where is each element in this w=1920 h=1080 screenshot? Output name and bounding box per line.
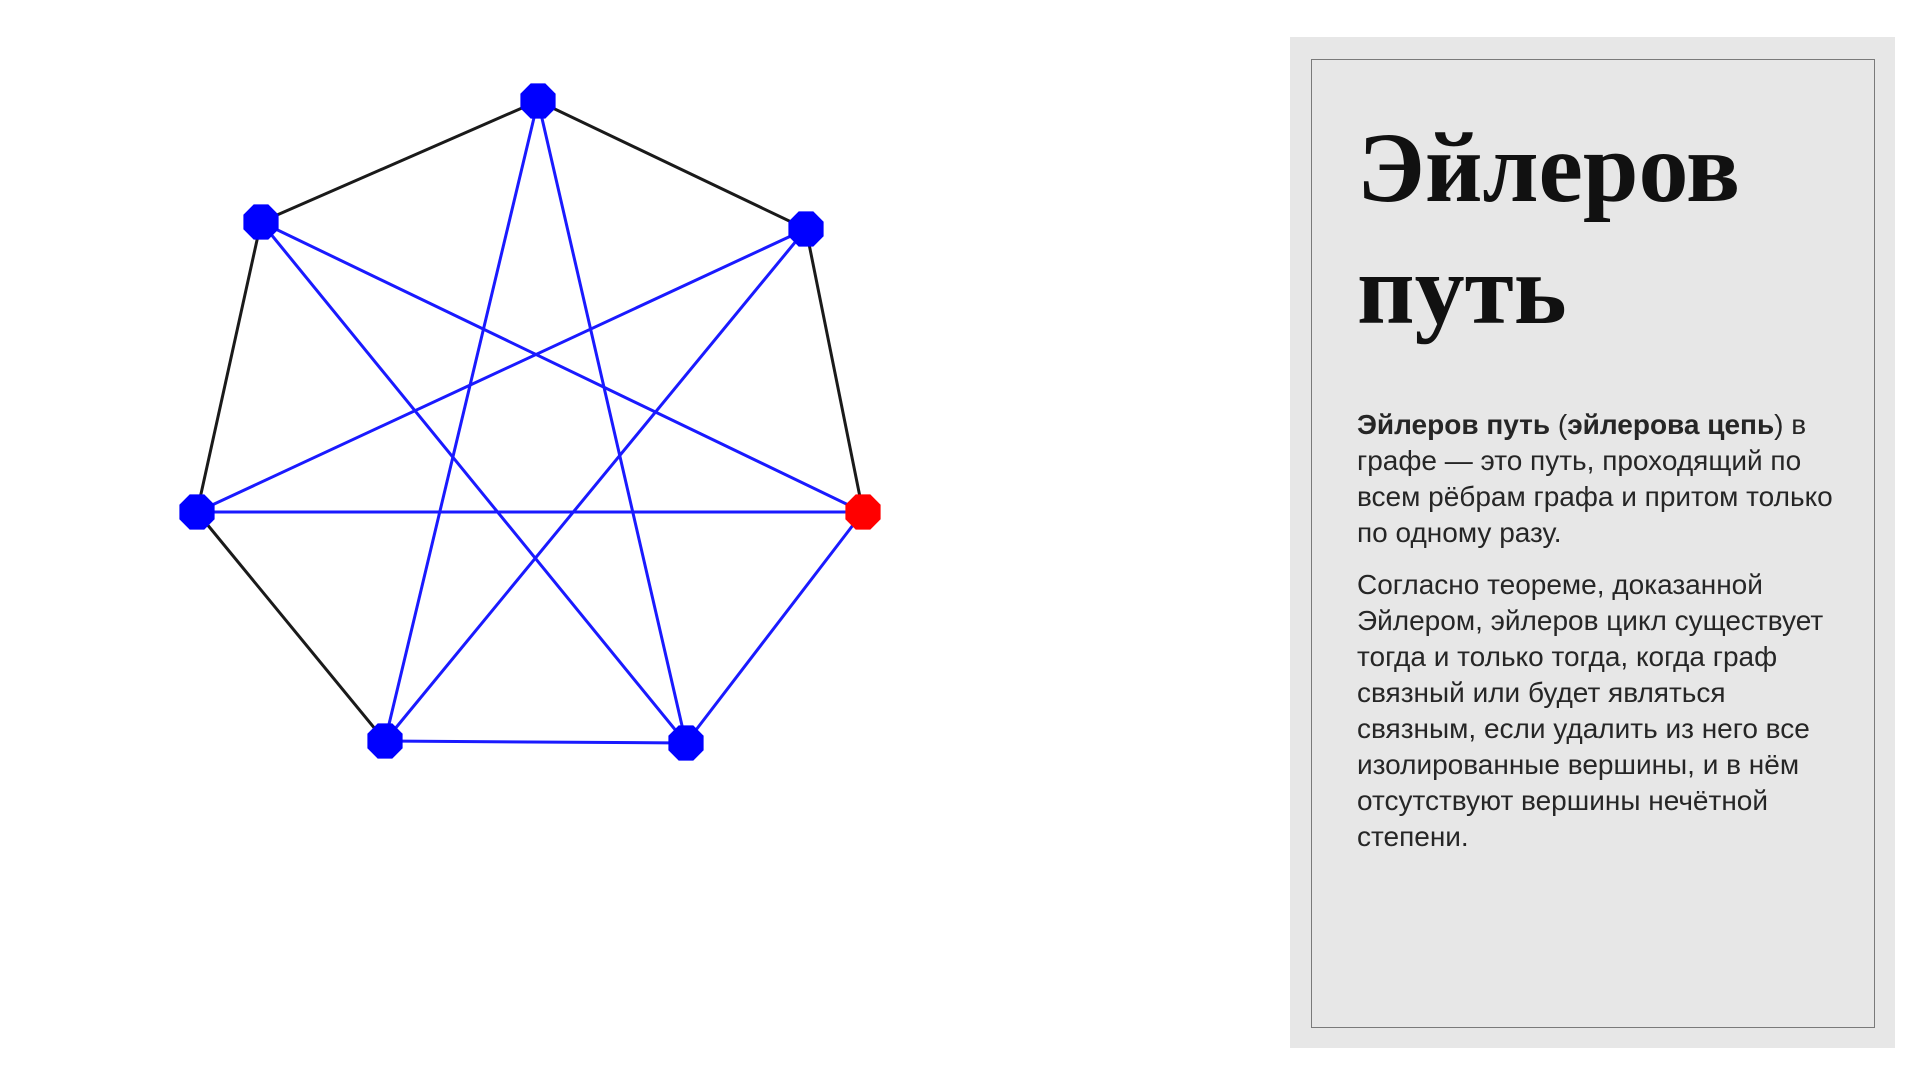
inner-edge-2-3 bbox=[684, 511, 865, 744]
inner-edge-0-4 bbox=[383, 100, 540, 742]
term-euler-chain: эйлерова цепь bbox=[1567, 409, 1775, 440]
outer-edge-5-6 bbox=[195, 221, 263, 513]
vertex-1 bbox=[788, 211, 824, 247]
vertex-2 bbox=[845, 494, 881, 530]
vertex-4 bbox=[367, 723, 403, 759]
body-text: Эйлеров путь (эйлерова цепь) в графе — э… bbox=[1357, 407, 1837, 871]
graph-svg bbox=[179, 83, 881, 761]
outer-edge-1-2 bbox=[804, 228, 865, 513]
inner-edge-1-5 bbox=[196, 227, 807, 514]
vertex-5 bbox=[179, 494, 215, 530]
graph-vertices bbox=[179, 83, 881, 761]
outer-edge-4-5 bbox=[195, 511, 387, 742]
theorem-paragraph: Согласно теореме, доказанной Эйлером, эй… bbox=[1357, 569, 1824, 852]
outer-edge-0-1 bbox=[537, 99, 807, 231]
inner-edge-6-2 bbox=[260, 220, 864, 514]
open-paren: ( bbox=[1550, 409, 1568, 440]
title-line-2: путь bbox=[1357, 234, 1567, 345]
slide-title: Эйлеров путь bbox=[1357, 107, 1877, 351]
title-line-1: Эйлеров bbox=[1357, 112, 1741, 223]
inner-edge-4-3 bbox=[384, 739, 687, 745]
vertex-3 bbox=[668, 725, 704, 761]
definition-paragraph: Эйлеров путь (эйлерова цепь) в графе — э… bbox=[1357, 407, 1837, 551]
inner-edge-6-3 bbox=[259, 221, 688, 744]
graph-illustration bbox=[179, 83, 881, 761]
inner-edge-0-3 bbox=[536, 100, 688, 744]
definition-rest: ) в графе — это путь, проходящий по всем… bbox=[1357, 409, 1833, 548]
inner-edge-1-4 bbox=[383, 228, 808, 742]
term-euler-path: Эйлеров путь bbox=[1357, 409, 1551, 440]
vertex-0 bbox=[520, 83, 556, 119]
outer-edge-6-0 bbox=[260, 99, 539, 224]
text-panel: Эйлеров путь Эйлеров путь (эйлерова цепь… bbox=[1290, 37, 1895, 1048]
panel-frame bbox=[1311, 59, 1875, 1028]
vertex-6 bbox=[243, 204, 279, 240]
graph-edges bbox=[195, 99, 865, 745]
